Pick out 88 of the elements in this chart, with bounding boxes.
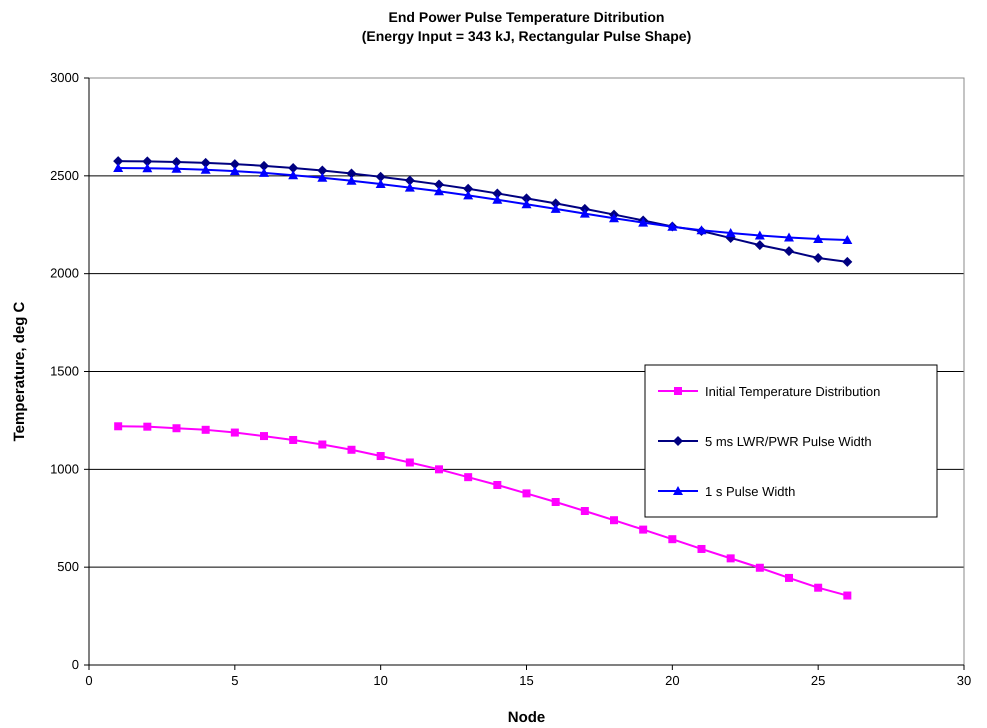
point — [813, 234, 824, 244]
point — [172, 164, 182, 173]
point — [259, 168, 269, 177]
point — [230, 428, 239, 437]
point — [113, 163, 124, 172]
point — [842, 256, 852, 267]
x-tick-label: 30 — [956, 673, 972, 688]
y-tick-label: 1000 — [50, 461, 79, 476]
point — [376, 172, 386, 182]
point — [464, 473, 472, 482]
point — [289, 436, 298, 444]
point — [346, 176, 356, 185]
point — [814, 584, 822, 592]
x-tick-label: 15 — [519, 673, 534, 688]
point — [463, 184, 474, 194]
point — [288, 163, 298, 174]
legend-label: Initial Temperature Distribution — [705, 384, 880, 399]
y-tick-label: 2000 — [50, 266, 79, 281]
point — [668, 535, 676, 544]
point — [785, 574, 793, 582]
point — [756, 564, 764, 572]
x-tick-label: 10 — [373, 673, 388, 688]
point — [142, 163, 152, 172]
x-tick-label: 0 — [85, 673, 93, 688]
point — [172, 424, 180, 432]
point — [434, 186, 444, 196]
y-tick-label: 500 — [57, 559, 79, 574]
x-tick-label: 25 — [810, 673, 826, 688]
point — [435, 465, 443, 474]
x-tick-label: 20 — [665, 673, 680, 688]
point — [142, 156, 152, 166]
y-tick-label: 1500 — [50, 364, 79, 378]
point — [200, 158, 211, 168]
legend-label: 5 ms LWR/PWR Pulse Width — [705, 434, 872, 449]
point — [550, 204, 561, 213]
point — [639, 526, 648, 534]
point — [317, 172, 328, 182]
point — [492, 194, 502, 204]
point — [259, 160, 269, 171]
point — [318, 440, 326, 448]
point — [230, 166, 240, 176]
point — [813, 253, 824, 264]
point — [698, 544, 706, 553]
point — [638, 218, 648, 227]
point — [172, 156, 182, 167]
point — [376, 452, 385, 460]
point — [202, 426, 210, 434]
point — [843, 592, 852, 600]
point — [406, 458, 414, 466]
point — [610, 516, 618, 524]
point — [754, 230, 765, 240]
point — [346, 168, 356, 178]
y-tick-label: 3000 — [50, 70, 79, 85]
point — [230, 159, 240, 170]
point — [376, 179, 386, 188]
point — [522, 489, 530, 498]
point — [726, 554, 735, 562]
point — [784, 232, 794, 242]
point — [114, 422, 122, 430]
point — [784, 246, 794, 256]
chart-title: End Power Pulse Temperature Ditribution — [388, 9, 664, 25]
y-tick-label: 0 — [72, 657, 79, 672]
point — [522, 199, 532, 208]
point — [404, 176, 415, 186]
point — [260, 432, 268, 440]
point — [726, 228, 736, 237]
x-tick-label: 5 — [231, 673, 238, 688]
point — [200, 164, 211, 174]
point — [609, 213, 619, 222]
point — [404, 182, 415, 192]
point — [754, 240, 765, 250]
y-tick-label: 2500 — [50, 168, 79, 183]
point — [113, 156, 124, 166]
point — [317, 166, 328, 176]
point — [434, 179, 444, 190]
point — [348, 446, 356, 454]
point — [143, 422, 152, 431]
point — [463, 190, 474, 200]
point — [580, 208, 590, 218]
point — [580, 507, 589, 516]
chart-subtitle: (Energy Input = 343 kJ, Rectangular Pulse Shape) — [362, 28, 692, 44]
point — [493, 480, 502, 489]
point — [842, 235, 852, 244]
legend-label: 1 s Pulse Width — [705, 484, 796, 499]
point — [288, 170, 298, 180]
x-axis-title: Node — [508, 709, 546, 726]
y-axis-title: Temperature, deg C — [11, 301, 28, 442]
point — [552, 498, 560, 506]
